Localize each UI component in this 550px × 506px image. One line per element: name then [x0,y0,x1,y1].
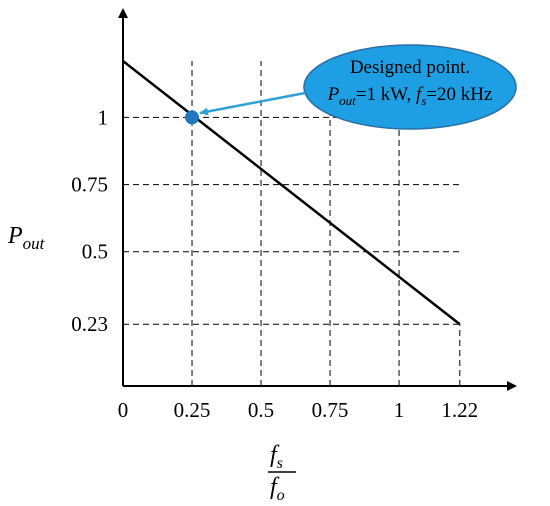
annotation-p-sub: out [339,93,356,108]
annotation-f: f [416,84,424,105]
annotation-p-rest: =1 kW, [356,84,416,105]
x-tick-label: 1 [394,398,405,422]
x-tick-label: 0 [118,398,129,422]
x-label-den: fo [270,474,285,504]
annotation-line1: Designed point. [350,57,470,78]
design-point [185,110,200,125]
plot [122,60,461,326]
y-tick-label: 0.75 [71,173,108,197]
x-tick-label: 1.22 [441,398,478,422]
annotation-bubble [303,44,517,130]
data-line [122,60,461,326]
x-label: fs fo [268,442,296,504]
annotation-line2: Pout=1 kW, fs=20 kHz [327,84,493,108]
x-label-num-main: f [270,442,280,468]
x-label-num-sub: s [277,455,283,472]
x-label-den-sub: o [277,487,285,504]
y-label-main: P [7,223,23,249]
x-tick-label: 0.5 [248,398,274,422]
annotation-f-sub: s [421,93,426,108]
annotation-f-rest: =20 kHz [426,84,492,105]
annotation-p: P [327,84,340,105]
y-tick-label: 1 [98,105,109,129]
y-label-sub: out [23,234,46,253]
x-tick-label: 0.75 [312,398,349,422]
y-tick-label: 0.23 [71,312,108,336]
x-label-num: fs [270,442,283,472]
annotation: Designed point. Pout=1 kW, fs=20 kHz [199,44,517,130]
annotation-arrow [199,91,306,116]
y-tick-label: 0.5 [82,240,108,264]
x-tick-label: 0.25 [174,398,211,422]
x-label-den-main: f [270,474,280,500]
y-label: Pout [7,223,46,253]
